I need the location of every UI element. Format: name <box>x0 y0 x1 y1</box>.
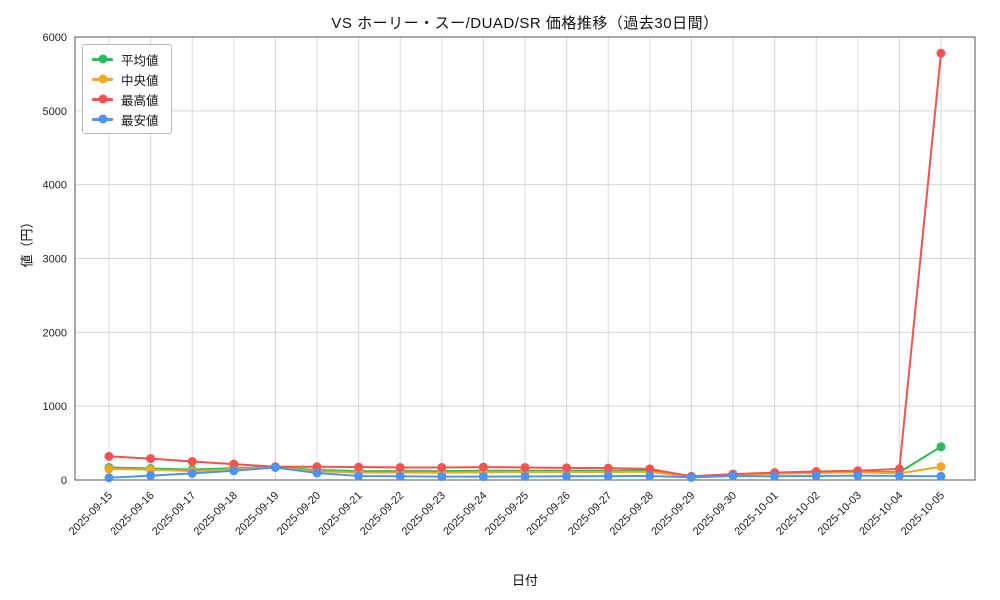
data-point-max <box>936 48 946 58</box>
legend-marker-min-icon <box>92 114 113 124</box>
data-point-min <box>270 462 280 472</box>
data-point-max <box>354 462 364 472</box>
x-tick-label: 2025-10-03 <box>816 490 864 538</box>
x-tick-label: 2025-09-28 <box>608 490 656 538</box>
x-tick-label: 2025-09-27 <box>566 490 614 538</box>
legend-item-average: 平均値 <box>92 51 159 68</box>
legend-label-average: 平均値 <box>121 53 159 68</box>
data-point-max <box>520 462 530 472</box>
data-point-max <box>437 462 447 472</box>
data-point-min <box>478 472 488 482</box>
legend: 平均値 中央値 最高値 最安値 <box>82 44 172 134</box>
data-point-max <box>104 451 114 461</box>
legend-label-median: 中央値 <box>121 73 159 88</box>
data-point-max <box>478 462 488 472</box>
x-tick-label: 2025-10-05 <box>899 490 947 538</box>
data-point-min <box>312 468 322 478</box>
data-point-min <box>354 471 364 481</box>
data-point-min <box>936 471 946 481</box>
data-point-min <box>437 472 447 482</box>
x-tick-label: 2025-10-02 <box>774 490 822 538</box>
x-tick-label: 2025-09-20 <box>275 490 323 538</box>
data-point-average <box>936 442 946 452</box>
x-tick-label: 2025-09-25 <box>483 490 531 538</box>
x-tick-label: 2025-09-21 <box>316 490 364 538</box>
data-point-max <box>312 462 322 472</box>
y-tick-label: 1000 <box>43 401 67 413</box>
data-point-min <box>728 471 738 481</box>
legend-item-max: 最高値 <box>92 91 159 108</box>
legend-label-min: 最安値 <box>121 113 159 128</box>
data-point-min <box>395 471 405 481</box>
legend-label-max: 最高値 <box>121 93 159 108</box>
legend-marker-median-icon <box>92 74 113 84</box>
chart-title: VS ホーリー・スー/DUAD/SR 価格推移（過去30日間） <box>331 15 719 32</box>
data-point-max <box>187 457 197 467</box>
legend-marker-max-icon <box>92 94 113 104</box>
data-point-min <box>603 471 613 481</box>
data-point-max <box>562 463 572 473</box>
data-point-max <box>395 462 405 472</box>
x-tick-label: 2025-09-16 <box>108 490 156 538</box>
data-point-min <box>146 471 156 481</box>
data-point-median <box>936 462 946 472</box>
data-point-min <box>645 471 655 481</box>
data-point-max <box>146 454 156 464</box>
x-tick-label: 2025-09-18 <box>192 490 240 538</box>
data-point-min <box>104 473 114 483</box>
x-tick-label: 2025-09-23 <box>400 490 448 538</box>
x-tick-label: 2025-10-04 <box>857 490 905 538</box>
data-point-max <box>229 459 239 469</box>
legend-item-median: 中央値 <box>92 71 159 88</box>
x-tick-label: 2025-09-17 <box>150 490 198 538</box>
x-axis-label: 日付 <box>511 573 538 588</box>
data-point-min <box>520 471 530 481</box>
data-point-min <box>894 471 904 481</box>
x-tick-label: 2025-09-15 <box>67 490 115 538</box>
data-point-min <box>187 468 197 478</box>
data-point-min <box>811 471 821 481</box>
x-tick-label: 2025-09-24 <box>441 490 489 538</box>
data-point-max <box>894 464 904 474</box>
data-point-min <box>770 471 780 481</box>
data-point-min <box>686 472 696 482</box>
y-tick-label: 5000 <box>43 106 67 118</box>
data-point-min <box>853 471 863 481</box>
data-point-min <box>562 471 572 481</box>
data-point-median <box>104 464 114 474</box>
y-tick-label: 3000 <box>43 254 67 266</box>
y-tick-label: 0 <box>61 475 67 487</box>
y-tick-label: 4000 <box>43 180 67 192</box>
x-tick-label: 2025-09-30 <box>691 490 739 538</box>
x-tick-label: 2025-09-22 <box>358 490 406 538</box>
y-tick-label: 6000 <box>43 32 67 44</box>
y-tick-label: 2000 <box>43 327 67 339</box>
data-point-min <box>229 466 239 476</box>
x-tick-label: 2025-10-01 <box>732 490 780 538</box>
x-tick-label: 2025-09-26 <box>524 490 572 538</box>
data-point-max <box>645 464 655 474</box>
data-point-max <box>603 463 613 473</box>
x-tick-label: 2025-09-29 <box>649 490 697 538</box>
legend-marker-average-icon <box>92 54 113 64</box>
legend-item-min: 最安値 <box>92 111 159 128</box>
x-tick-label: 2025-09-19 <box>233 490 281 538</box>
